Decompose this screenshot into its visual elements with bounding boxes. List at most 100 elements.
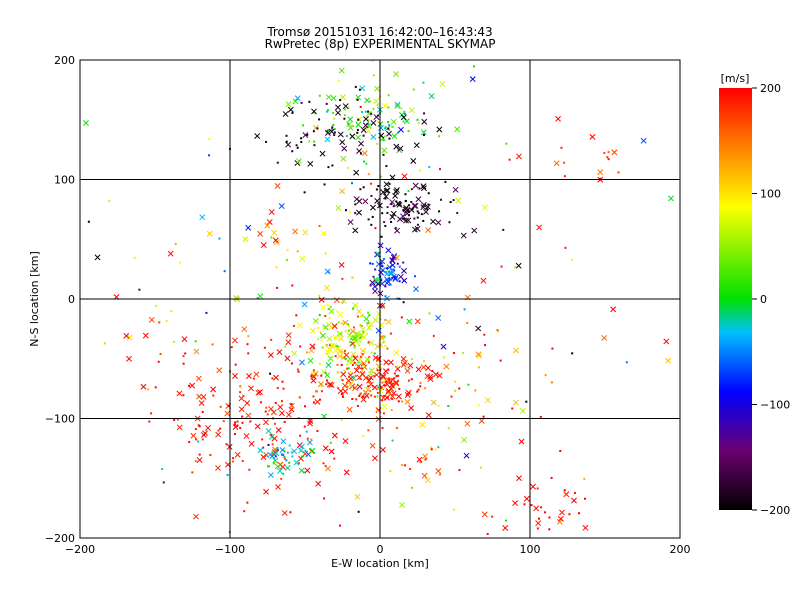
data-point-dot [430,448,433,451]
data-point-dot [362,435,365,438]
data-point-cross [257,389,263,396]
data-point-dot [381,381,384,384]
data-point-cross [439,80,446,87]
data-point-dot [339,99,342,102]
data-point-cross [324,465,331,472]
data-point-cross [597,169,604,176]
data-point-dot [320,374,323,377]
data-point-cross [342,388,349,395]
data-point-dot [227,404,230,407]
data-point-dot [354,203,357,206]
data-point-dot [607,158,610,161]
data-point-dot [310,375,313,378]
data-point-dot [439,168,442,171]
data-point-cross [640,137,647,144]
x-tick-label: −100 [215,543,245,556]
data-point-dot [389,470,392,473]
data-point-cross [269,453,276,460]
data-point-dot [285,134,288,137]
data-point-cross [255,389,262,396]
data-point-cross [435,468,442,475]
scatter-points [83,60,674,536]
data-point-dot [326,304,329,307]
data-point-dot [281,400,284,403]
data-point-cross [454,126,461,133]
data-point-dot [398,265,401,268]
data-point-dot [359,315,362,318]
data-point-dot [383,335,386,338]
data-point-dot [514,266,517,269]
data-point-dot [281,380,284,383]
data-point-dot [276,286,279,289]
data-point-dot [262,446,265,449]
data-point-cross [275,484,281,490]
data-point-cross [400,213,406,220]
data-point-cross [190,432,197,439]
data-point-dot [417,122,420,125]
data-point-dot [568,513,571,516]
data-point-dot [191,471,194,474]
data-point-dot [402,261,405,264]
data-point-dot [268,465,271,468]
data-point-dot [343,369,346,372]
data-point-dot [318,94,321,97]
data-point-dot [393,377,396,380]
data-point-cross [516,153,522,160]
data-point-dot [275,266,278,269]
data-point-dot [417,388,420,391]
data-point-dot [466,321,469,324]
data-point-cross [347,116,354,123]
colorbar-tick-label: 200 [760,82,781,95]
data-point-dot [328,343,331,346]
data-point-dot [360,362,363,365]
data-point-cross [347,381,354,388]
data-point-cross [347,219,354,226]
data-point-cross [318,381,324,388]
data-point-dot [336,310,339,313]
data-point-dot [273,462,276,465]
data-point-cross [373,114,380,120]
data-point-dot [419,461,422,464]
data-point-dot [583,477,586,480]
data-point-dot [411,358,414,361]
data-point-cross [167,250,174,257]
data-point-dot [398,202,401,205]
data-point-dot [397,374,400,377]
data-point-cross [391,253,398,260]
data-point-dot [326,110,329,113]
data-point-cross [176,390,183,397]
data-point-dot [319,398,322,401]
data-point-cross [257,230,264,237]
data-point-cross [94,254,101,261]
data-point-dot [209,454,212,457]
data-point-cross [515,262,522,269]
data-point-cross [407,362,414,369]
data-point-cross [339,188,346,195]
data-point-dot [333,117,336,120]
data-point-dot [397,400,400,403]
data-point-dot [207,154,210,157]
data-point-dot [256,297,259,300]
data-point-cross [332,334,339,341]
data-point-cross [298,443,305,450]
data-point-cross [359,326,366,333]
data-point-dot [365,162,368,165]
data-point-cross [355,121,362,128]
data-point-cross [390,210,397,217]
data-point-dot [419,169,422,172]
data-point-dot [295,144,298,147]
data-point-cross [231,337,238,344]
data-point-dot [367,311,370,314]
data-point-dot [234,421,237,424]
data-point-cross [389,268,396,275]
data-point-dot [570,258,573,261]
data-point-cross [374,197,381,204]
data-point-cross [393,380,400,387]
data-point-dot [606,156,609,159]
data-point-cross [324,136,331,143]
data-point-dot [370,194,373,197]
data-point-dot [388,182,391,185]
data-point-dot [392,268,395,271]
data-point-dot [388,137,391,140]
data-point-dot [283,457,286,460]
